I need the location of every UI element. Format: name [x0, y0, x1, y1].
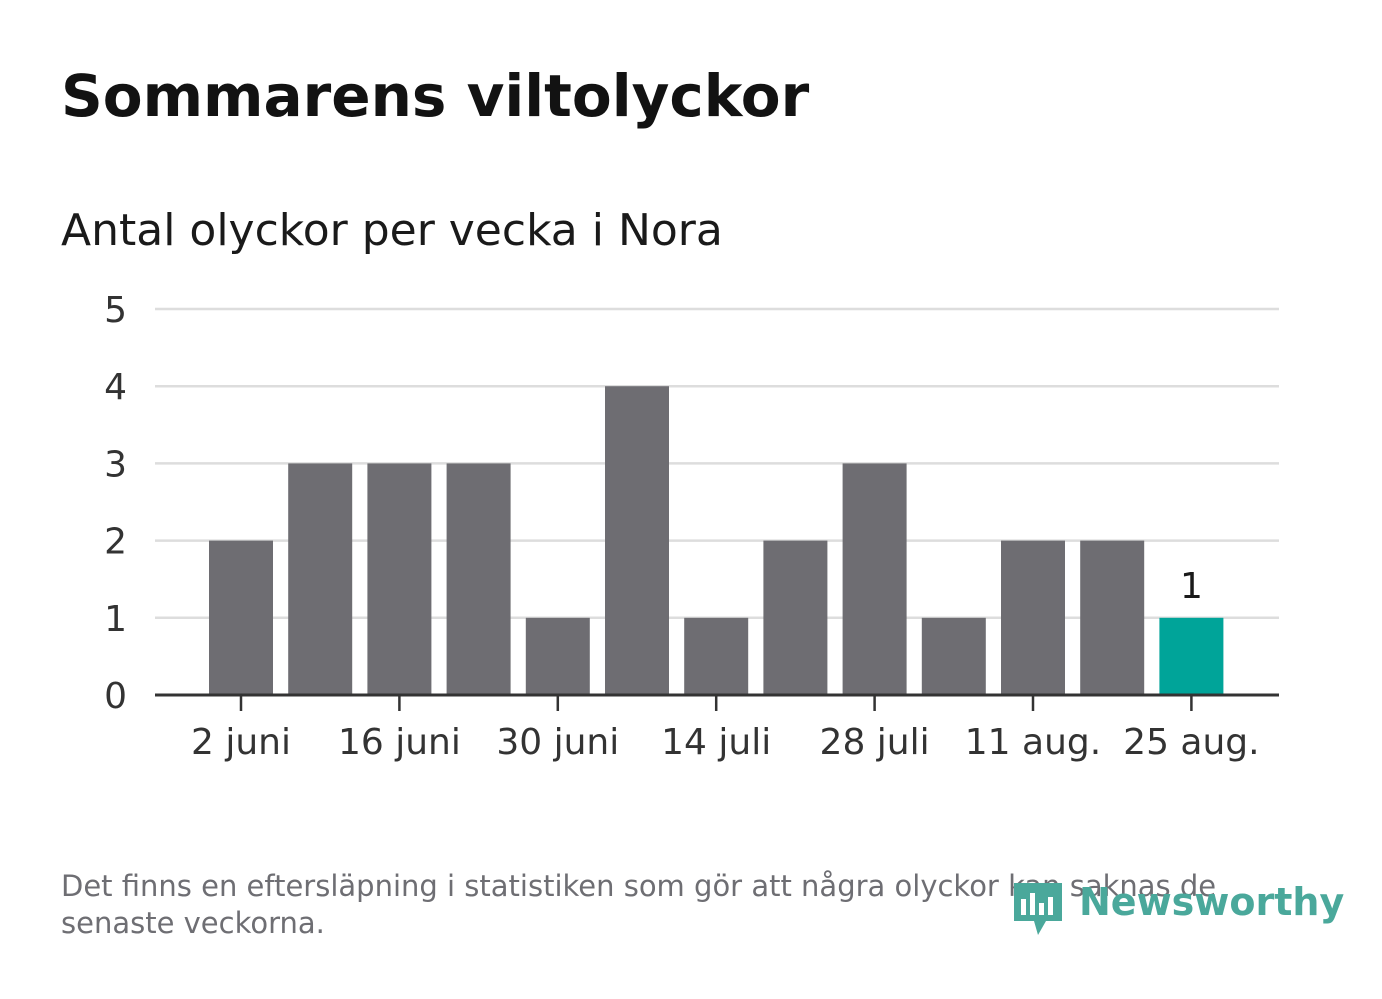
- bar: [684, 617, 749, 695]
- x-tick-label: 30 juni: [496, 722, 619, 763]
- y-tick-label: 0: [104, 676, 127, 717]
- brand-name: Newsworthy: [1079, 880, 1345, 924]
- x-tick-label: 28 juli: [820, 722, 930, 763]
- bar: [446, 463, 511, 695]
- x-axis-ticks: 2 juni 16 juni 30 juni 14 juli 28 juli 11 aug…: [191, 695, 1260, 763]
- data-labels: 1: [1180, 566, 1203, 607]
- x-tick-label: 2 juni: [191, 722, 291, 763]
- data-label: 1: [1180, 566, 1203, 607]
- bar: [1001, 540, 1065, 695]
- bar: [1159, 617, 1224, 695]
- x-tick-label: 11 aug.: [965, 722, 1101, 763]
- y-tick-label: 4: [104, 367, 127, 408]
- y-axis-labels: 0 1 2 3 4 5: [104, 290, 127, 717]
- newsworthy-logo: [1014, 883, 1062, 935]
- bars: [209, 386, 1224, 695]
- chart-title: Sommarens viltolyckor: [61, 62, 810, 130]
- bar: [842, 463, 907, 695]
- y-tick-label: 1: [104, 599, 127, 640]
- bar: [209, 540, 273, 695]
- bar: [288, 463, 353, 695]
- bar: [921, 617, 986, 695]
- y-tick-label: 5: [104, 290, 127, 331]
- bar: [1080, 540, 1145, 695]
- y-tick-label: 2: [104, 522, 127, 563]
- bar: [367, 463, 432, 695]
- bar: [525, 617, 590, 695]
- x-tick-label: 16 juni: [338, 722, 461, 763]
- bar: [605, 386, 669, 695]
- x-tick-label: 25 aug.: [1123, 722, 1259, 763]
- x-tick-label: 14 juli: [661, 722, 771, 763]
- chart-subtitle: Antal olyckor per vecka i Nora: [61, 205, 723, 256]
- logo-chart-icon: [1014, 883, 1062, 935]
- bar: [763, 540, 828, 695]
- y-tick-label: 3: [104, 444, 127, 485]
